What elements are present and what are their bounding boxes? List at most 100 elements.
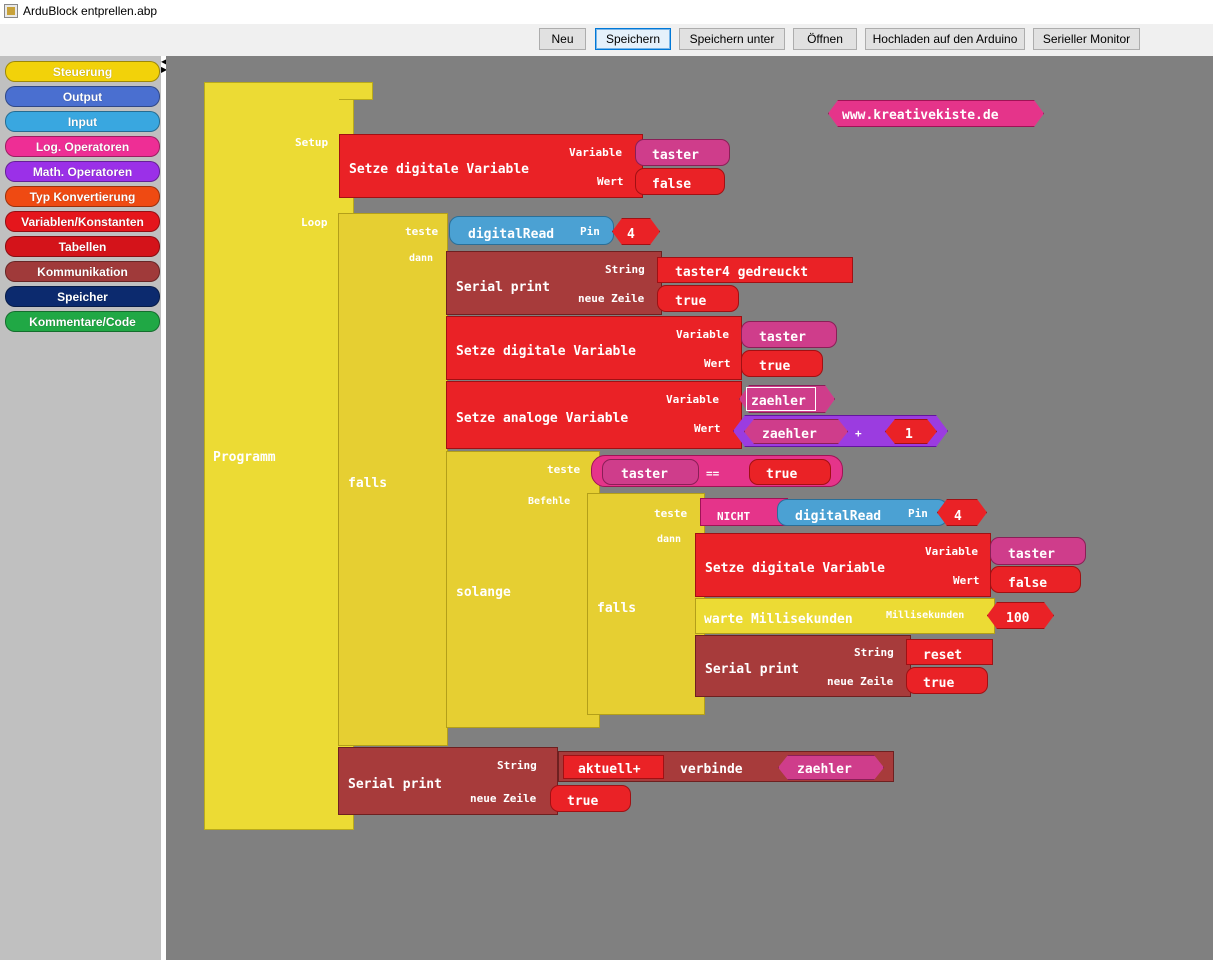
setup-value-socket[interactable]: [635, 168, 725, 195]
if1-then-label: dann: [409, 253, 434, 264]
new-button[interactable]: Neu: [539, 28, 586, 50]
toolbar: Neu Speichern Speichern unter Öffnen Hoc…: [0, 24, 1213, 56]
serial-monitor-button[interactable]: Serieller Monitor: [1033, 28, 1140, 50]
window-title: ArduBlock entprellen.abp: [23, 4, 158, 18]
add-number-socket[interactable]: [885, 419, 937, 444]
add-number-value: 1: [905, 427, 913, 442]
save-button[interactable]: Speichern: [595, 28, 671, 50]
app-icon: [4, 4, 18, 18]
serial1-string-socket[interactable]: [657, 257, 853, 283]
set-analog-variable-field[interactable]: [746, 387, 816, 411]
open-button[interactable]: Öffnen: [793, 28, 857, 50]
wait-value-socket[interactable]: [987, 602, 1054, 629]
category-math-operatoren[interactable]: Math. Operatoren: [5, 161, 160, 182]
if2-digitalread-block[interactable]: [777, 499, 948, 526]
set-analog-variable-value: zaehler: [751, 394, 806, 409]
serial-print-3-block[interactable]: [338, 747, 558, 815]
compare-var-value: taster: [621, 467, 668, 482]
serial3-string-label: String: [497, 759, 537, 772]
set3-value-socket[interactable]: [990, 566, 1081, 593]
compare-var-socket[interactable]: [602, 459, 699, 485]
serial-print-2-block[interactable]: [695, 635, 911, 697]
join-string-socket[interactable]: [563, 755, 664, 779]
setup-variable-value: taster: [652, 148, 699, 163]
serial2-string-value: reset: [923, 648, 963, 663]
save-as-button[interactable]: Speichern unter: [679, 28, 785, 50]
set3-title: Setze digitale Variable: [705, 561, 886, 576]
category-output[interactable]: Output: [5, 86, 160, 107]
split-divider[interactable]: [161, 56, 166, 960]
wait-value: 100: [1006, 611, 1030, 626]
compare-operator: ==: [706, 467, 720, 480]
serial2-newline-label: neue Zeile: [827, 675, 894, 688]
serial-print-1-block[interactable]: [446, 251, 662, 315]
setup-set-digital-block[interactable]: [339, 134, 643, 198]
if2-then-label: dann: [657, 534, 682, 545]
upload-button[interactable]: Hochladen auf den Arduino: [865, 28, 1025, 50]
setup-value-value: false: [652, 177, 692, 192]
while-label: solange: [456, 585, 511, 600]
category-steuerung[interactable]: Steuerung: [5, 61, 160, 82]
wait-block[interactable]: [695, 598, 995, 634]
while-block[interactable]: [446, 451, 600, 728]
loop-label: Loop: [301, 216, 328, 229]
category-input[interactable]: Input: [5, 111, 160, 132]
if1-pin-label: Pin: [580, 225, 600, 238]
category-log-operatoren[interactable]: Log. Operatoren: [5, 136, 160, 157]
serial3-newline-label: neue Zeile: [470, 792, 537, 805]
setup-label: Setup: [295, 136, 329, 149]
serial1-string-label: String: [605, 263, 645, 276]
serial2-string-label: String: [854, 646, 894, 659]
category-speicher[interactable]: Speicher: [5, 286, 160, 307]
join-var-socket[interactable]: [778, 755, 884, 780]
url-text: www.kreativekiste.de: [842, 108, 999, 123]
set2-value-socket[interactable]: [741, 350, 823, 377]
serial1-newline-socket[interactable]: [657, 285, 739, 312]
if1-pin-value: 4: [627, 227, 635, 242]
url-comment-block[interactable]: [828, 100, 1044, 127]
while-cmds-label: Befehle: [528, 496, 571, 507]
add-var-value: zaehler: [762, 427, 817, 442]
inner-if-block[interactable]: [587, 493, 705, 715]
set3-value-label: Wert: [953, 574, 980, 587]
if1-digitalread-label: digitalRead: [468, 227, 555, 242]
program-label: Programm: [213, 450, 276, 465]
set-analog-variable-label: Variable: [666, 393, 719, 406]
add-var-socket[interactable]: [744, 419, 848, 444]
set-analog-variable-socket[interactable]: [739, 385, 835, 413]
set3-value-value: false: [1008, 576, 1048, 591]
compare-value-socket[interactable]: [749, 459, 831, 485]
while-test-label: teste: [547, 463, 581, 476]
serial2-string-socket[interactable]: [906, 639, 993, 665]
category-variablen-konstanten[interactable]: Variablen/Konstanten: [5, 211, 160, 232]
if1-pin-socket[interactable]: [612, 218, 660, 245]
if1-test-label: teste: [405, 225, 439, 238]
not-label: NICHT: [717, 510, 751, 523]
if2-pin-socket[interactable]: [937, 499, 987, 526]
program-top-notch: [339, 82, 373, 100]
set-digital-2-block[interactable]: [446, 316, 742, 380]
category-tabellen[interactable]: Tabellen: [5, 236, 160, 257]
program-block[interactable]: [204, 82, 354, 830]
loop-if-block[interactable]: [338, 213, 448, 746]
set2-title: Setze digitale Variable: [456, 344, 637, 359]
set-digital-3-block[interactable]: [695, 533, 991, 597]
set3-variable-socket[interactable]: [990, 537, 1086, 565]
serial3-newline-socket[interactable]: [550, 785, 631, 812]
serial2-newline-socket[interactable]: [906, 667, 988, 694]
set-analog-block[interactable]: [446, 381, 742, 449]
category-typ-konvertierung[interactable]: Typ Konvertierung: [5, 186, 160, 207]
collapse-arrows-icon[interactable]: ◀ ▶: [161, 57, 168, 74]
category-kommunikation[interactable]: Kommunikation: [5, 261, 160, 282]
block-canvas[interactable]: www.kreativekiste.de Programm Setup Loop…: [166, 56, 1213, 960]
join-label: verbinde: [680, 762, 743, 777]
category-kommentare-code[interactable]: Kommentare/Code: [5, 311, 160, 332]
not-block[interactable]: [700, 498, 788, 526]
title-bar: ArduBlock entprellen.abp: [0, 0, 1213, 24]
set2-variable-socket[interactable]: [741, 321, 837, 348]
wait-param-label: Millisekunden: [886, 610, 965, 621]
serial2-newline-value: true: [923, 676, 955, 691]
serial2-title: Serial print: [705, 662, 799, 677]
join-string-value: aktuell+: [578, 762, 641, 777]
setup-variable-socket[interactable]: [635, 139, 730, 166]
